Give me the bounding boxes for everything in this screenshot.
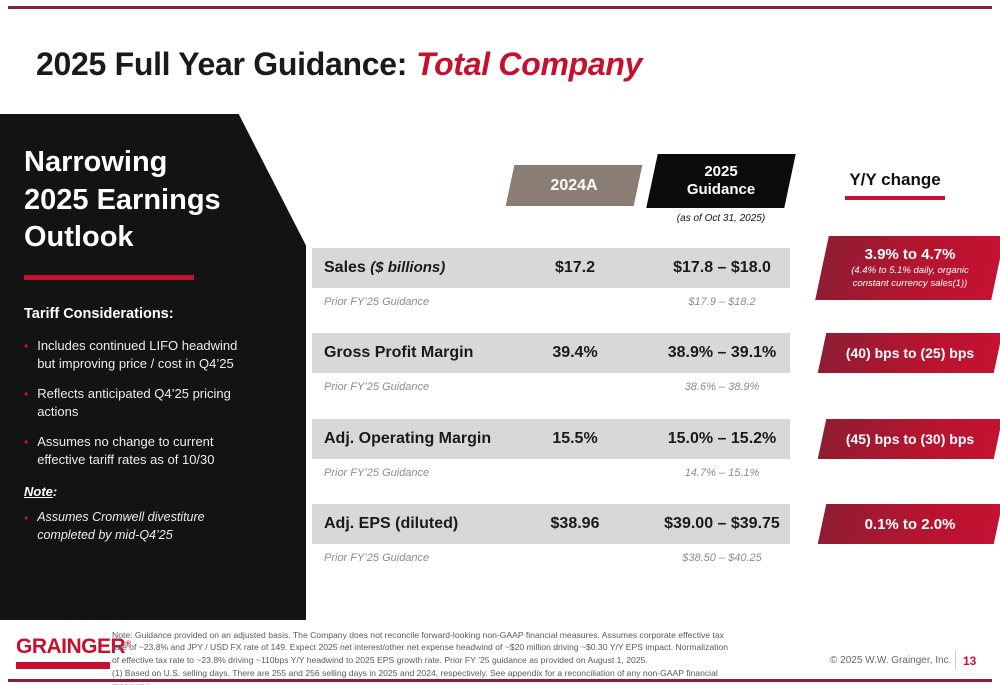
prior-value: $38.50 – $40.25 [682,552,762,564]
prior-value: 38.6% – 38.9% [684,381,760,393]
bullet-text: Assumes Cromwell divestiture completed b… [37,510,205,542]
top-border-rule [8,6,992,9]
yy-change-badge-sales: 3.9% to 4.7% (4.4% to 5.1% daily, organi… [815,236,1000,300]
prior-label: Prior FY’25 Guidance [324,296,430,308]
page-divider [955,651,956,669]
registered-mark-icon: ® [125,639,132,649]
copyright: © 2025 W.W. Grainger, Inc. [830,655,952,666]
panel-heading: Narrowing 2025 Earnings Outlook [24,144,254,257]
yy-change-badge-eps: 0.1% to 2.0% [817,504,1000,544]
value-2025: 38.9% – 39.1% [667,344,777,361]
bullet-icon: • [24,435,29,450]
value-2025: 15.0% – 15.2% [667,430,777,447]
column-header-label: 2024A [550,176,598,194]
bullet-text: Includes continued LIFO headwind but imp… [37,338,238,371]
page-title: 2025 Full Year Guidance: Total Company [36,46,642,83]
prior-value: 14.7% – 15.1% [684,467,760,479]
red-divider [24,275,194,281]
list-item: • Assumes no change to current effective … [24,433,254,468]
column-header-label: 2025 Guidance [686,163,756,198]
bullet-text: Reflects anticipated Q4’25 pricing actio… [37,386,231,419]
guidance-note: Note: Guidance provided on an adjusted b… [112,630,729,665]
badge-value: (45) bps to (30) bps [845,431,975,447]
value-2024: $17.2 [554,259,596,276]
prior-label: Prior FY’25 Guidance [324,552,430,564]
bullet-icon: • [24,339,29,354]
value-2025: $39.00 – $39.75 [664,515,780,532]
grainger-logo: GRAINGER® [16,635,131,669]
title-highlight: Total Company [416,46,643,82]
table-row-adj-operating-margin: Adj. Operating Margin 15.5% 15.0% – 15.2… [312,419,790,459]
panel-content: Narrowing 2025 Earnings Outlook Tariff C… [0,114,306,544]
panel-heading-line: Outlook [24,221,134,254]
badge-subtext: (4.4% to 5.1% daily, organic constant cu… [851,265,969,289]
logo-underline-bar [16,662,110,669]
bottom-border-rule [8,679,992,682]
yy-change-badge-gross-profit: (40) bps to (25) bps [817,333,1000,373]
row-label-text: Adj. EPS (diluted) [324,515,459,532]
value-2024: 39.4% [552,344,598,361]
row-label: Adj. EPS (diluted) [324,515,458,533]
note-colon: : [52,484,58,500]
row-label: Sales ($ billions) [324,259,445,277]
prior-label: Prior FY’25 Guidance [324,381,430,393]
badge-value: 0.1% to 2.0% [864,515,956,533]
table-row-adj-eps: Adj. EPS (diluted) $38.96 $39.00 – $39.7… [312,504,790,544]
list-item: • Assumes Cromwell divestiture completed … [24,509,254,544]
yy-change-badge-operating-margin: (45) bps to (30) bps [817,419,1000,459]
selling-days-footnote: (1) Based on U.S. selling days. There ar… [112,668,718,685]
badge-value: 3.9% to 4.7% [864,246,956,264]
column-header-2024A: 2024A [505,165,643,206]
note-word: Note [24,484,53,500]
row-label: Gross Profit Margin [324,344,473,362]
panel-heading-line: 2025 Earnings [24,183,221,216]
table-row-sales: Sales ($ billions) $17.2 $17.8 – $18.0 [312,248,790,288]
footnotes: Note: Guidance provided on an adjusted b… [112,629,737,685]
row-label: Adj. Operating Margin [324,430,491,448]
row-label-note: ($ billions) [370,259,446,276]
left-callout-panel: Narrowing 2025 Earnings Outlook Tariff C… [0,114,306,620]
value-2024: $38.96 [550,515,600,532]
row-label-text: Gross Profit Margin [324,344,474,361]
page-number: 13 [963,654,977,668]
table-row-gross-profit-margin: Gross Profit Margin 39.4% 38.9% – 39.1% [312,333,790,373]
panel-heading-line: Narrowing [24,146,168,178]
prior-guidance-row: Prior FY’25 Guidance $38.50 – $40.25 [312,552,790,568]
note-label: Note: [24,484,254,499]
note-bullet-list: • Assumes Cromwell divestiture completed … [24,509,254,544]
row-label-text: Adj. Operating Margin [324,430,492,447]
prior-guidance-row: Prior FY’25 Guidance $17.9 – $18.2 [312,296,790,312]
column-header-yy-change: Y/Y change [840,170,950,200]
row-label-text: Sales [324,259,366,276]
tariff-section-title: Tariff Considerations: [24,306,174,323]
badge-value: (40) bps to (25) bps [845,345,975,361]
list-item: • Reflects anticipated Q4’25 pricing acti… [24,385,254,420]
as-of-date-note: (as of Oct 31, 2025) [676,213,766,224]
grainger-logo-text: GRAINGER [16,635,126,658]
prior-guidance-row: Prior FY’25 Guidance 14.7% – 15.1% [312,467,790,483]
column-header-2025-guidance: 2025 Guidance [646,154,796,208]
title-prefix: 2025 Full Year Guidance: [36,46,408,82]
bullet-text: Assumes no change to current effective t… [37,434,215,467]
value-2025: $17.8 – $18.0 [673,259,771,276]
prior-label: Prior FY’25 Guidance [324,467,430,479]
bullet-icon: • [24,387,29,402]
tariff-bullet-list: • Includes continued LIFO headwind but im… [24,337,254,468]
red-underline [845,196,945,200]
bullet-icon: • [24,511,29,526]
list-item: • Includes continued LIFO headwind but im… [24,337,254,372]
prior-value: $17.9 – $18.2 [688,296,756,308]
column-header-label: Y/Y change [849,170,941,189]
value-2024: 15.5% [552,430,598,447]
prior-guidance-row: Prior FY’25 Guidance 38.6% – 38.9% [312,381,790,397]
